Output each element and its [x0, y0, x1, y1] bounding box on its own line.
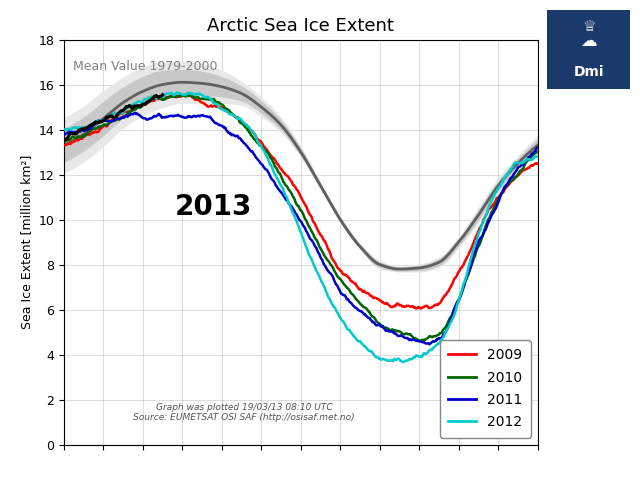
2011 [60, 131, 68, 137]
2010 [286, 188, 294, 194]
Text: Dmi: Dmi [573, 65, 604, 80]
2009 [524, 165, 532, 171]
Text: Mean Value 1979-2000: Mean Value 1979-2000 [74, 60, 218, 73]
2009 [417, 306, 425, 312]
2010 [176, 92, 184, 98]
2011 [343, 296, 351, 302]
2010 [450, 306, 458, 312]
2009 [343, 273, 351, 279]
Line: 2012: 2012 [64, 92, 538, 362]
2010 [524, 158, 532, 164]
Line: 2009: 2009 [64, 94, 538, 309]
2010 [343, 285, 351, 290]
2011 [131, 110, 139, 116]
2009 [289, 181, 296, 187]
2011 [317, 255, 325, 261]
Text: ♕: ♕ [582, 19, 596, 35]
Y-axis label: Sea Ice Extent [million km²]: Sea Ice Extent [million km²] [20, 155, 33, 329]
Legend: 2009, 2010, 2011, 2012: 2009, 2010, 2011, 2012 [440, 340, 531, 438]
2012 [173, 89, 180, 95]
2010 [417, 338, 425, 344]
Text: ☁: ☁ [580, 33, 597, 50]
Text: 2013: 2013 [175, 193, 252, 221]
2012 [450, 312, 458, 318]
2012 [400, 359, 408, 365]
2009 [60, 142, 68, 148]
2012 [524, 157, 532, 163]
2009 [182, 91, 190, 97]
2012 [534, 154, 541, 160]
2012 [289, 209, 296, 215]
2011 [426, 341, 433, 347]
2011 [534, 145, 541, 151]
2010 [534, 149, 541, 155]
2012 [317, 278, 325, 284]
2011 [450, 307, 458, 313]
2009 [286, 176, 294, 182]
Line: 2010: 2010 [64, 95, 538, 341]
2012 [286, 203, 294, 209]
Line: 2011: 2011 [64, 113, 538, 344]
2010 [289, 193, 296, 199]
2009 [534, 161, 541, 166]
2011 [289, 205, 296, 211]
2012 [60, 126, 68, 132]
Text: Graph was plotted 19/03/13 08:10 UTC
Source: EUMETSAT OSI SAF (http://osisaf.met: Graph was plotted 19/03/13 08:10 UTC Sou… [133, 403, 355, 422]
2011 [286, 202, 294, 207]
2010 [60, 138, 68, 144]
2009 [450, 276, 458, 282]
2011 [524, 155, 532, 161]
Title: Arctic Sea Ice Extent: Arctic Sea Ice Extent [207, 17, 394, 35]
2012 [343, 325, 351, 331]
2010 [317, 247, 325, 252]
2009 [317, 233, 325, 239]
